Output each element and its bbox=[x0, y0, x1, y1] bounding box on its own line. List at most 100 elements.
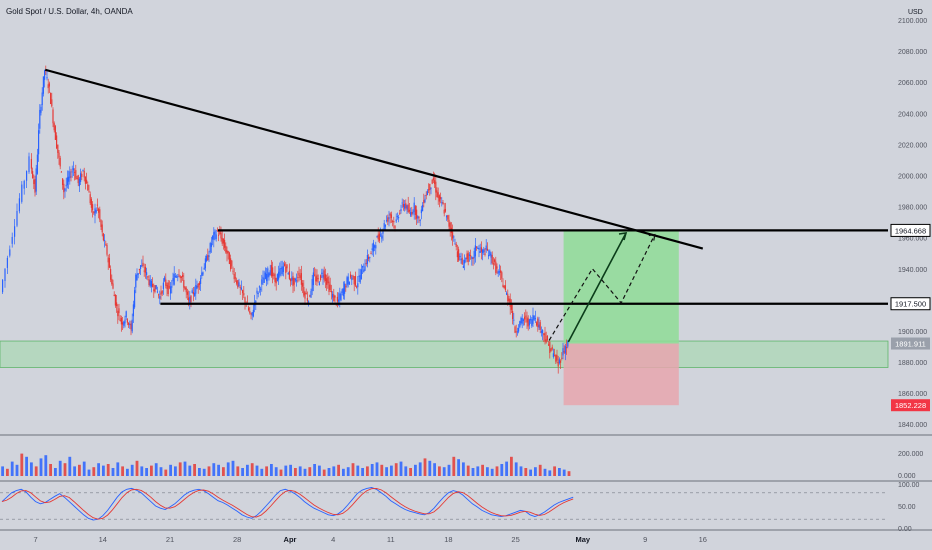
candle bbox=[200, 274, 202, 291]
candle bbox=[291, 271, 293, 285]
candle bbox=[41, 87, 43, 111]
support-zone[interactable] bbox=[0, 340, 889, 368]
candle bbox=[76, 175, 78, 180]
candle bbox=[388, 210, 390, 227]
candle bbox=[261, 274, 263, 292]
candle bbox=[180, 275, 182, 283]
candle bbox=[272, 261, 274, 284]
volume-bar bbox=[409, 468, 412, 476]
volume-bar bbox=[394, 463, 398, 476]
volume-bar bbox=[519, 466, 523, 476]
candle bbox=[402, 199, 404, 211]
candle bbox=[340, 291, 342, 302]
candle bbox=[323, 266, 325, 283]
candle bbox=[358, 268, 360, 283]
candle bbox=[297, 270, 299, 283]
candle bbox=[210, 236, 212, 253]
volume-bar bbox=[313, 464, 316, 476]
candle bbox=[58, 149, 60, 165]
candle bbox=[112, 279, 114, 290]
candle bbox=[429, 183, 431, 196]
candle bbox=[491, 251, 493, 265]
candle bbox=[476, 245, 478, 251]
candle bbox=[87, 181, 89, 191]
candle bbox=[417, 215, 419, 224]
candle bbox=[215, 229, 217, 242]
projection-path-dashed[interactable] bbox=[548, 234, 656, 341]
candle bbox=[107, 254, 109, 270]
candle bbox=[137, 273, 139, 279]
candle bbox=[57, 144, 59, 159]
entry-price-tag-text: 1891.911 bbox=[895, 340, 926, 349]
candle bbox=[543, 332, 545, 343]
candle bbox=[533, 315, 535, 322]
volume-bar bbox=[246, 464, 249, 476]
candle bbox=[269, 264, 271, 276]
volume-bar bbox=[30, 462, 33, 476]
volume-bar bbox=[514, 462, 518, 476]
price-axis-tick: 2020.000 bbox=[898, 142, 927, 149]
volume-bar bbox=[510, 456, 513, 476]
time-axis[interactable]: 7 14 21 28 Apr 4 11 18 25 May 9 16 bbox=[34, 535, 707, 544]
candle bbox=[540, 326, 542, 337]
candle bbox=[386, 215, 388, 223]
volume-bar bbox=[543, 468, 547, 476]
volume-bar bbox=[447, 464, 451, 476]
candle bbox=[264, 267, 266, 280]
candle bbox=[410, 207, 412, 217]
candle bbox=[500, 265, 502, 281]
candle bbox=[518, 324, 520, 334]
candle bbox=[318, 281, 320, 286]
volume-bar bbox=[63, 463, 67, 476]
level-price-tag: 1917.500 bbox=[890, 297, 931, 311]
candle bbox=[484, 247, 486, 257]
candle bbox=[234, 272, 236, 282]
candle bbox=[202, 271, 204, 276]
candle bbox=[216, 227, 218, 233]
candle bbox=[146, 267, 148, 280]
candle bbox=[324, 268, 326, 289]
volume-bar bbox=[442, 467, 446, 476]
candle bbox=[488, 249, 490, 260]
candle bbox=[233, 267, 235, 284]
time-axis-tick: 28 bbox=[233, 535, 241, 544]
candle bbox=[460, 252, 462, 264]
volume-bar bbox=[404, 466, 408, 476]
candle bbox=[560, 359, 562, 369]
stochastic-d-line bbox=[1, 487, 574, 520]
candle bbox=[153, 283, 155, 298]
candle bbox=[558, 357, 560, 365]
candle bbox=[26, 170, 28, 188]
candle bbox=[65, 177, 67, 192]
candle bbox=[548, 341, 550, 347]
volume-bar bbox=[332, 466, 336, 476]
volume-bar bbox=[44, 455, 48, 476]
candle bbox=[227, 250, 229, 260]
volume-bar bbox=[188, 465, 192, 476]
volume-bar bbox=[423, 458, 427, 476]
descending-trendline[interactable] bbox=[44, 68, 704, 250]
candle bbox=[328, 275, 330, 296]
candle bbox=[419, 218, 421, 227]
candle bbox=[160, 285, 162, 300]
candle bbox=[561, 352, 563, 361]
candle bbox=[95, 207, 97, 214]
projection-dashed-arrowhead bbox=[648, 233, 656, 241]
projection-arrow-solid[interactable] bbox=[567, 232, 627, 343]
target-zone[interactable] bbox=[563, 230, 679, 344]
time-axis-tick: 9 bbox=[643, 535, 647, 544]
volume-bar bbox=[370, 464, 374, 476]
candle bbox=[536, 321, 538, 327]
candle bbox=[270, 259, 272, 278]
candle bbox=[453, 235, 455, 242]
volume-pane: 200.000 0.000 bbox=[1, 451, 923, 480]
candle bbox=[400, 204, 402, 214]
candle bbox=[96, 198, 98, 211]
volume-bar bbox=[418, 462, 422, 476]
stop-zone[interactable] bbox=[563, 343, 679, 406]
time-axis-tick: 14 bbox=[99, 535, 107, 544]
candle bbox=[332, 291, 334, 303]
candle bbox=[326, 274, 328, 291]
candle bbox=[356, 285, 358, 289]
candle bbox=[16, 203, 18, 228]
